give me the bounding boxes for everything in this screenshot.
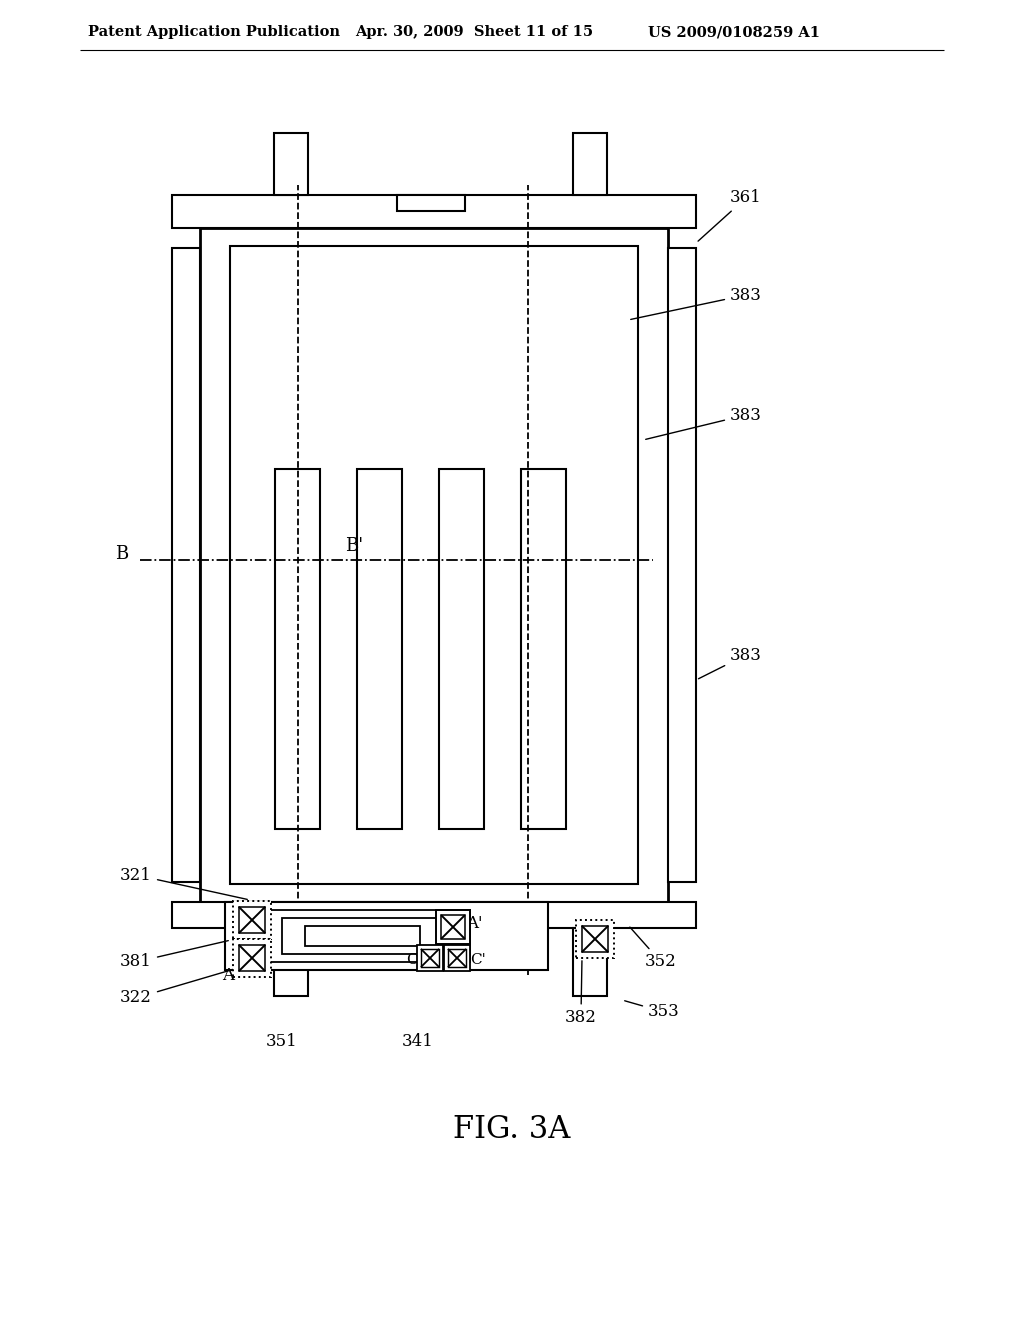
Bar	[668, 248, 696, 882]
Bar	[172, 195, 696, 228]
Bar	[225, 902, 548, 970]
Bar	[439, 469, 484, 829]
Text: 353: 353	[625, 1001, 680, 1020]
Bar	[441, 915, 465, 939]
Bar	[282, 917, 444, 954]
Text: 361: 361	[698, 190, 762, 242]
Bar	[444, 945, 470, 972]
Bar	[275, 469, 319, 829]
Text: 352: 352	[630, 927, 677, 970]
Bar	[421, 949, 439, 968]
Bar	[575, 920, 614, 958]
Bar	[573, 928, 607, 997]
Text: 383: 383	[646, 407, 762, 440]
Text: C': C'	[470, 953, 485, 968]
Text: A: A	[222, 968, 234, 985]
Bar	[357, 469, 402, 829]
Text: US 2009/0108259 A1: US 2009/0108259 A1	[648, 25, 820, 40]
Bar	[447, 949, 466, 968]
Text: 322: 322	[120, 966, 246, 1006]
Bar	[239, 907, 265, 933]
Text: 341: 341	[402, 1034, 434, 1051]
Text: B: B	[115, 545, 128, 564]
Bar	[397, 195, 465, 211]
Text: 351: 351	[266, 1034, 298, 1051]
Text: 321: 321	[120, 866, 247, 899]
Bar	[521, 469, 566, 829]
Bar	[233, 939, 271, 977]
Bar	[239, 945, 265, 972]
Bar	[436, 909, 470, 944]
Bar	[200, 228, 668, 902]
Text: Patent Application Publication: Patent Application Publication	[88, 25, 340, 40]
Bar	[582, 925, 608, 952]
Bar	[274, 928, 308, 997]
Text: 382: 382	[565, 961, 597, 1027]
Text: 381: 381	[120, 941, 228, 970]
Text: B': B'	[345, 537, 364, 554]
Text: A': A'	[466, 916, 482, 932]
Bar	[573, 133, 607, 195]
Bar	[305, 927, 420, 946]
Text: FIG. 3A: FIG. 3A	[454, 1114, 570, 1146]
Bar	[274, 133, 308, 195]
Bar	[417, 945, 443, 972]
Bar	[233, 902, 271, 939]
Text: 383: 383	[631, 286, 762, 319]
Bar	[258, 909, 470, 962]
Text: 383: 383	[698, 647, 762, 678]
Text: Apr. 30, 2009  Sheet 11 of 15: Apr. 30, 2009 Sheet 11 of 15	[355, 25, 593, 40]
Bar	[172, 902, 696, 928]
Bar	[230, 246, 638, 884]
Text: C: C	[407, 953, 418, 968]
Bar	[172, 248, 200, 882]
